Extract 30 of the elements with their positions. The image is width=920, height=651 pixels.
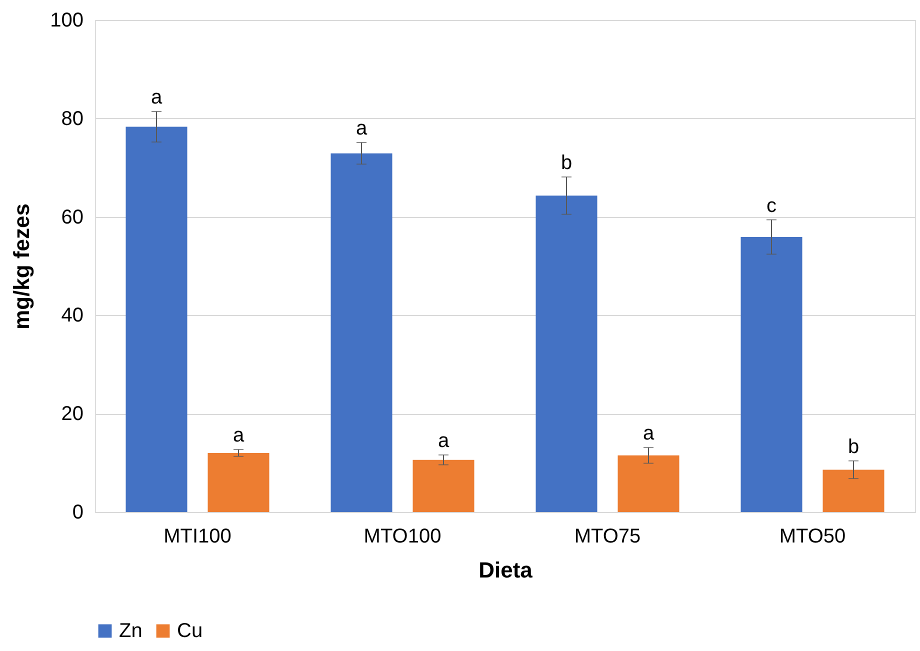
legend-label: Zn	[119, 620, 142, 642]
data-label: a	[232, 424, 245, 447]
data-label: a	[356, 118, 368, 140]
bar	[126, 126, 188, 512]
y-tick-label: 100	[50, 10, 84, 32]
bar	[822, 470, 884, 512]
y-tick-label: 0	[72, 502, 84, 524]
bar	[536, 196, 598, 512]
y-tick-label: 80	[61, 108, 84, 130]
data-label: b	[848, 436, 860, 458]
x-tick-label: MTO50	[779, 526, 846, 548]
data-label: a	[438, 430, 450, 452]
x-tick-label: MTI100	[164, 526, 232, 548]
y-tick-label: 60	[61, 206, 84, 228]
bar	[740, 236, 802, 512]
bar	[208, 452, 270, 512]
y-tick-label: 40	[61, 304, 84, 327]
data-label: c	[766, 194, 776, 217]
x-tick-label: MTO75	[574, 526, 641, 548]
y-axis-title: mg/kg fezes	[9, 204, 34, 330]
data-label: b	[560, 152, 572, 174]
bar	[412, 460, 474, 512]
data-label: a	[642, 422, 655, 445]
data-label: a	[150, 86, 163, 109]
y-tick-label: 20	[61, 403, 84, 426]
x-tick-label: MTO100	[364, 526, 442, 548]
x-axis-title: Dieta	[478, 558, 534, 582]
bar	[618, 455, 680, 512]
bar	[330, 153, 392, 512]
legend-label: Cu	[177, 620, 203, 642]
